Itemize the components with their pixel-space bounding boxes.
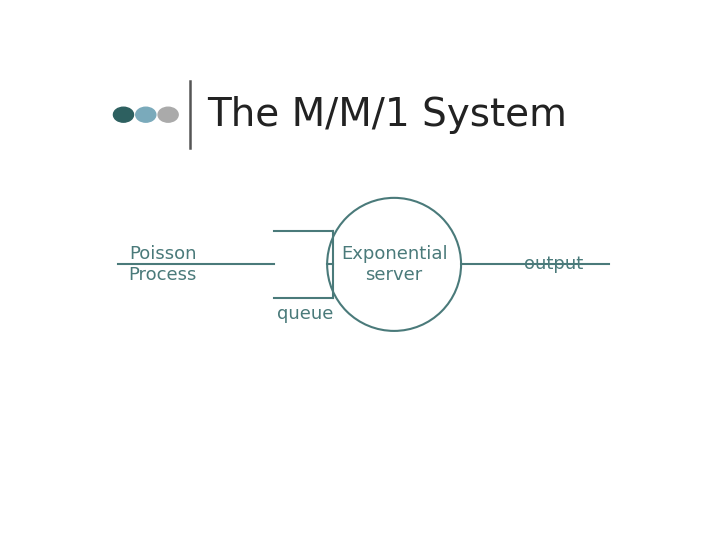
Text: Poisson
Process: Poisson Process [128, 245, 197, 284]
Text: queue: queue [276, 305, 333, 323]
Circle shape [114, 107, 133, 122]
Circle shape [158, 107, 178, 122]
Circle shape [136, 107, 156, 122]
Text: output: output [523, 255, 582, 273]
Text: The M/M/1 System: The M/M/1 System [207, 96, 567, 134]
Text: Exponential
server: Exponential server [341, 245, 447, 284]
